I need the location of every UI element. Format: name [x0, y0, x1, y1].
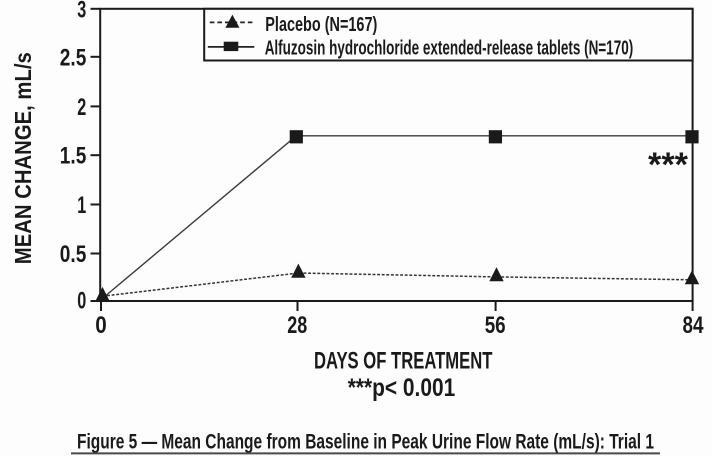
svg-text:1: 1 — [77, 192, 86, 219]
svg-text:Placebo (N=167): Placebo (N=167) — [265, 14, 377, 36]
svg-text:3: 3 — [77, 0, 86, 23]
svg-text:0: 0 — [77, 288, 86, 315]
svg-text:0: 0 — [95, 312, 107, 339]
svg-text:56: 56 — [485, 312, 506, 339]
svg-text:***: *** — [648, 146, 689, 184]
svg-text:28: 28 — [287, 312, 307, 339]
svg-text:Alfuzosin hydrochloride extend: Alfuzosin hydrochloride extended-release… — [265, 38, 634, 60]
svg-text:MEAN CHANGE, mL/s: MEAN CHANGE, mL/s — [10, 52, 36, 264]
svg-text:***p< 0.001: ***p< 0.001 — [348, 374, 456, 402]
svg-text:0.5: 0.5 — [60, 241, 87, 268]
svg-text:2: 2 — [77, 94, 86, 121]
svg-text:Figure 5 — Mean Change from Ba: Figure 5 — Mean Change from Baseline in … — [77, 430, 654, 453]
svg-text:DAYS OF TREATMENT: DAYS OF TREATMENT — [314, 347, 493, 374]
svg-text:1.5: 1.5 — [60, 143, 87, 170]
svg-text:2.5: 2.5 — [60, 44, 87, 71]
svg-text:84: 84 — [683, 312, 705, 339]
